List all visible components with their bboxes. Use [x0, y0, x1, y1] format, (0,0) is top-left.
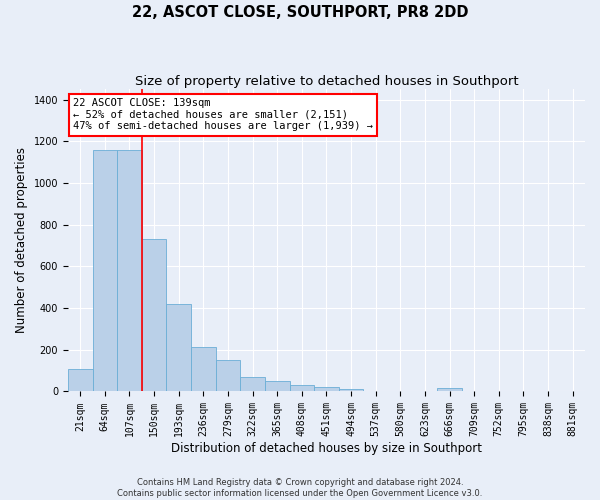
Bar	[68, 369, 92, 392]
Text: 22 ASCOT CLOSE: 139sqm
← 52% of detached houses are smaller (2,151)
47% of semi-: 22 ASCOT CLOSE: 139sqm ← 52% of detached…	[73, 98, 373, 132]
Bar	[142, 240, 166, 392]
Bar	[290, 385, 314, 392]
X-axis label: Distribution of detached houses by size in Southport: Distribution of detached houses by size …	[171, 442, 482, 455]
Text: 22, ASCOT CLOSE, SOUTHPORT, PR8 2DD: 22, ASCOT CLOSE, SOUTHPORT, PR8 2DD	[132, 5, 468, 20]
Bar	[166, 304, 191, 392]
Bar	[339, 388, 364, 392]
Bar	[92, 150, 117, 392]
Bar	[314, 388, 339, 392]
Title: Size of property relative to detached houses in Southport: Size of property relative to detached ho…	[134, 75, 518, 88]
Bar	[240, 377, 265, 392]
Text: Contains HM Land Registry data © Crown copyright and database right 2024.
Contai: Contains HM Land Registry data © Crown c…	[118, 478, 482, 498]
Bar	[265, 382, 290, 392]
Bar	[191, 346, 215, 392]
Y-axis label: Number of detached properties: Number of detached properties	[15, 148, 28, 334]
Bar	[215, 360, 240, 392]
Bar	[437, 388, 462, 392]
Bar	[117, 150, 142, 392]
